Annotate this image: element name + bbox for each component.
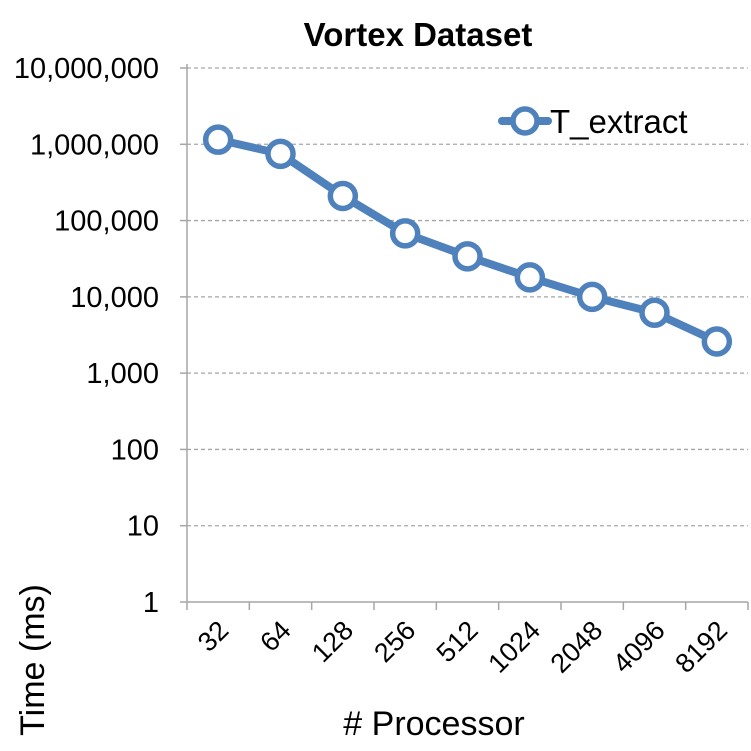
x-axis-label: # Processor: [343, 705, 524, 743]
data-point: [202, 124, 234, 155]
y-tick-label: 1,000: [86, 358, 159, 390]
x-tick-label: 32: [192, 615, 234, 657]
x-tick-label: 64: [254, 615, 296, 657]
data-point: [514, 262, 546, 293]
legend-label: T_extract: [550, 103, 688, 140]
y-tick-label: 100,000: [54, 206, 159, 238]
series-layer: [202, 124, 733, 357]
chart-title: Vortex Dataset: [304, 16, 533, 53]
y-tick-label: 1,000,000: [30, 129, 159, 161]
x-tick-label: 4096: [607, 615, 671, 679]
data-point: [452, 241, 483, 272]
data-point: [327, 180, 359, 212]
y-axis-label: Time (ms): [14, 584, 52, 736]
axis-layer: [186, 64, 749, 610]
grid-layer: [180, 67, 748, 603]
data-point: [701, 326, 733, 357]
y-tick-label: 100: [111, 434, 159, 466]
data-point: [265, 138, 296, 170]
y-tick-label: 10,000: [70, 282, 159, 314]
x-tick-label: 1024: [482, 615, 546, 679]
data-point: [389, 218, 421, 249]
x-tick-label: 512: [431, 615, 484, 668]
y-tick-label: 10: [127, 511, 159, 543]
data-point: [639, 297, 670, 328]
x-tick-label: 8192: [669, 615, 733, 679]
legend-marker-swatch: [510, 106, 540, 136]
legend: T_extract: [498, 103, 688, 140]
data-point: [576, 281, 608, 313]
x-tick-label: 128: [306, 615, 359, 668]
y-tick-labels: 1 10 100 1,000 10,000 100,000 1,000,000 10,000,…: [14, 53, 159, 619]
x-tick-label: 256: [368, 615, 421, 668]
y-tick-label: 1: [143, 587, 159, 619]
x-tick-label: 2048: [545, 615, 609, 679]
y-tick-label: 10,000,000: [14, 53, 159, 85]
